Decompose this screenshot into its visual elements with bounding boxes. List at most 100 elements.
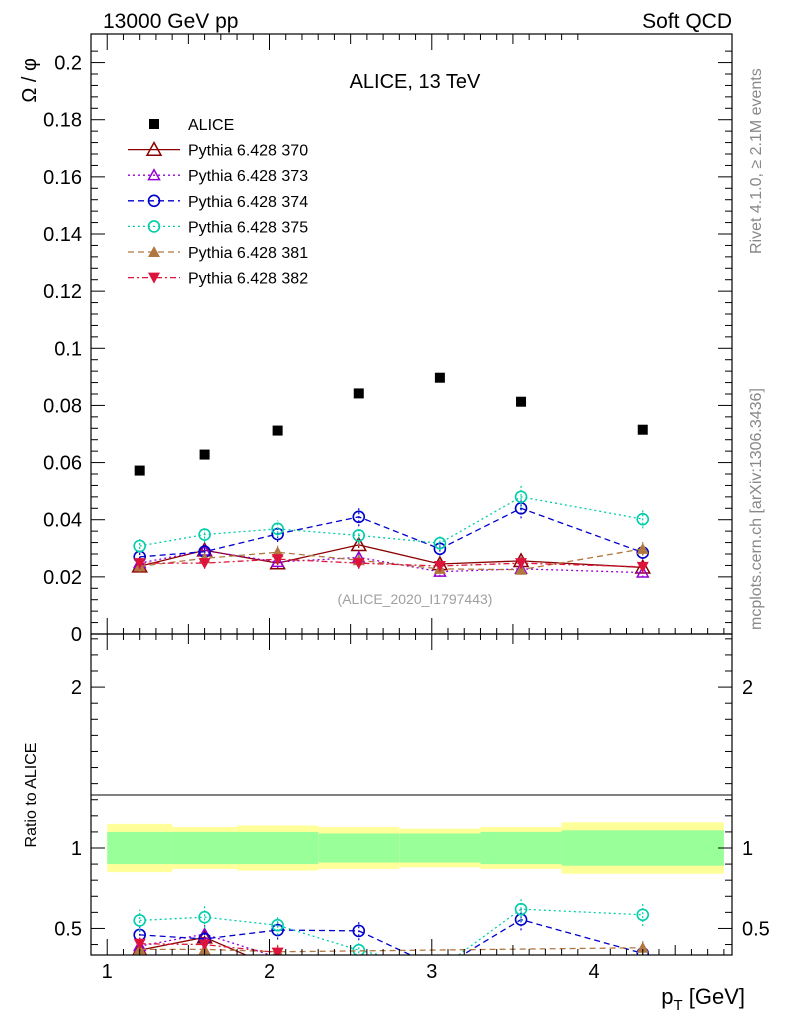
band-inner-segment xyxy=(399,833,481,863)
series-p382 xyxy=(133,553,649,573)
x-tick-label: 3 xyxy=(426,961,437,983)
legend-marker xyxy=(148,272,160,284)
y-tick-label: 0.12 xyxy=(43,281,82,303)
band-inner-segment xyxy=(107,831,173,865)
analysis-watermark: (ALICE_2020_I1797443) xyxy=(338,591,493,607)
ratio-point xyxy=(198,910,211,924)
header-left: 13000 GeV pp xyxy=(103,10,238,33)
y-tick-label: 0.14 xyxy=(43,224,82,246)
series-point xyxy=(636,561,649,573)
main-y-label: Ω / φ xyxy=(19,58,41,103)
y-tick-label: 0 xyxy=(71,624,82,646)
legend-marker xyxy=(147,220,161,233)
series-data xyxy=(134,372,648,476)
series-point xyxy=(636,542,649,554)
ratio-point xyxy=(271,918,284,932)
series-p375 xyxy=(133,485,650,554)
ratio-point xyxy=(514,902,528,916)
data-point xyxy=(516,396,527,407)
ratio-point xyxy=(271,947,284,955)
legend-entry-p375: Pythia 6.428 375 xyxy=(128,219,308,236)
y-tick-label: 0.2 xyxy=(54,53,82,75)
ratio-series-p375 xyxy=(133,897,650,955)
legend-entry-p373: Pythia 6.428 373 xyxy=(128,168,308,185)
legend-label: Pythia 6.428 373 xyxy=(188,168,308,185)
ratio-point xyxy=(271,923,284,937)
ratio-y-tick-label: 1 xyxy=(71,838,82,860)
ratio-point xyxy=(133,914,146,927)
ratio-y-tick-label: 0.5 xyxy=(54,918,82,940)
band-inner-segment xyxy=(172,831,238,865)
data-point xyxy=(199,449,210,460)
band-inner-segment xyxy=(480,831,562,865)
ratio-line xyxy=(139,908,643,955)
series-point xyxy=(635,565,650,578)
series-point xyxy=(271,522,284,536)
ratio-point xyxy=(352,943,366,955)
series-point xyxy=(514,490,528,504)
ratio-y-tick-label-right: 0.5 xyxy=(742,918,770,940)
legend-marker xyxy=(145,141,163,156)
series-point xyxy=(433,536,447,550)
main-title: ALICE, 13 TeV xyxy=(350,71,481,93)
series-point xyxy=(270,554,285,568)
mcplots-label: mcplots.cern.ch [arXiv:1306.3436] xyxy=(748,388,765,630)
header-right: Soft QCD xyxy=(642,10,732,33)
series-point xyxy=(133,558,146,570)
series-point xyxy=(133,539,146,553)
x-axis-label: pT [GeV] xyxy=(661,984,745,1014)
y-tick-label: 0.04 xyxy=(43,510,82,532)
legend-entry-p374: Pythia 6.428 374 xyxy=(128,194,308,211)
y-tick-label: 0.06 xyxy=(43,453,82,475)
ratio-y-tick-label: 2 xyxy=(71,677,82,699)
legend-label: Pythia 6.428 375 xyxy=(188,219,308,236)
series-point xyxy=(433,542,447,556)
y-tick-label: 0.18 xyxy=(43,110,82,132)
y-tick-label: 0.1 xyxy=(54,338,82,360)
ratio-y-tick-label-right: 2 xyxy=(742,677,753,699)
uncertainty-band xyxy=(107,822,724,874)
band-inner-segment xyxy=(237,831,319,865)
data-point xyxy=(134,465,145,476)
series-point xyxy=(515,558,528,570)
series-point xyxy=(198,558,211,570)
data-point xyxy=(353,388,364,399)
y-tick-label: 0.08 xyxy=(43,395,82,417)
ratio-point xyxy=(198,939,211,951)
series-p374 xyxy=(133,498,650,564)
main-series-layer xyxy=(131,372,652,578)
ratio-point xyxy=(133,938,146,950)
series-point xyxy=(198,528,211,541)
series-line xyxy=(139,496,643,547)
legend-marker xyxy=(148,246,160,257)
data-point xyxy=(272,425,283,436)
ratio-panel: 0.5 1 2 0.5 1 2 1 2 3 4 Ratio to ALICE pT [GeV] xyxy=(23,633,770,1014)
ratio-y-tick-label-right: 1 xyxy=(742,838,753,860)
legend-label: Pythia 6.428 382 xyxy=(188,271,308,288)
legend-marker xyxy=(149,119,159,129)
ratio-point xyxy=(636,941,649,953)
ratio-axes: 0.5 1 2 0.5 1 2 1 2 3 4 xyxy=(54,634,770,983)
legend: ALICE Pythia 6.428 370 Pythia 6.428 373 Pyt… xyxy=(128,117,308,288)
ratio-point xyxy=(352,924,366,938)
y-tick-label: 0.16 xyxy=(43,167,82,189)
y-tick-label: 0.02 xyxy=(43,567,82,589)
band-inner-segment xyxy=(561,830,724,866)
main-y-axis: 0 0.02 0.04 0.06 0.08 0.1 0.12 0.14 0.16 0.18 0.2 xyxy=(43,34,732,646)
series-point xyxy=(515,563,528,575)
legend-label: ALICE xyxy=(188,117,234,134)
x-tick-label: 2 xyxy=(264,961,275,983)
ratio-point xyxy=(636,908,650,922)
legend-label: Pythia 6.428 374 xyxy=(188,194,308,211)
series-point xyxy=(433,561,446,572)
data-point xyxy=(637,424,648,435)
legend-entry-data: ALICE xyxy=(149,117,234,134)
x-tick-label: 4 xyxy=(589,961,600,983)
series-point xyxy=(352,529,366,542)
legend-label: Pythia 6.428 381 xyxy=(188,245,308,262)
data-point xyxy=(434,372,445,383)
series-point xyxy=(271,554,284,566)
series-point xyxy=(352,558,365,570)
series-line xyxy=(139,549,643,574)
